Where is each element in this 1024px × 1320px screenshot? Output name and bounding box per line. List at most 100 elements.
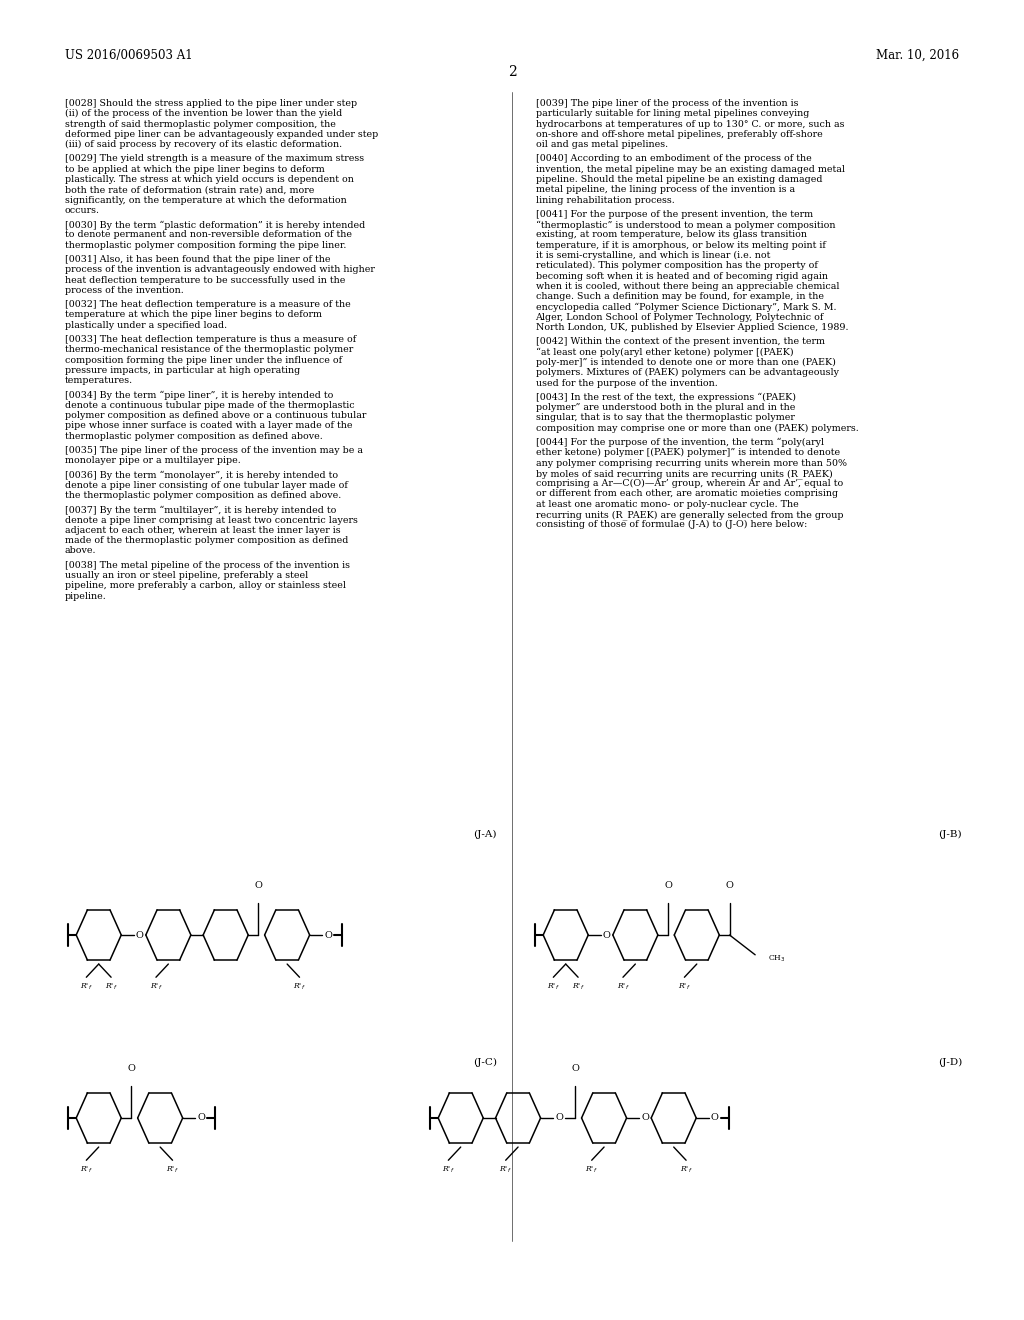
Text: [0028] Should the stress applied to the pipe liner under step: [0028] Should the stress applied to the …	[65, 99, 356, 108]
Text: O: O	[603, 931, 610, 940]
Text: Mar. 10, 2016: Mar. 10, 2016	[877, 49, 959, 62]
Text: [0030] By the term “plastic deformation” it is hereby intended: [0030] By the term “plastic deformation”…	[65, 220, 365, 230]
Text: temperature, if it is amorphous, or below its melting point if: temperature, if it is amorphous, or belo…	[536, 240, 825, 249]
Text: adjacent to each other, wherein at least the inner layer is: adjacent to each other, wherein at least…	[65, 525, 340, 535]
Text: when it is cooled, without there being an appreciable chemical: when it is cooled, without there being a…	[536, 282, 839, 290]
Text: thermoplastic polymer composition as defined above.: thermoplastic polymer composition as def…	[65, 432, 323, 441]
Text: R'$_f$: R'$_f$	[80, 1164, 92, 1175]
Text: O: O	[665, 882, 672, 891]
Text: O: O	[325, 931, 332, 940]
Text: strength of said thermoplastic polymer composition, the: strength of said thermoplastic polymer c…	[65, 120, 336, 128]
Text: the thermoplastic polymer composition as defined above.: the thermoplastic polymer composition as…	[65, 491, 341, 500]
Text: heat deflection temperature to be successfully used in the: heat deflection temperature to be succes…	[65, 276, 345, 285]
Text: existing, at room temperature, below its glass transition: existing, at room temperature, below its…	[536, 231, 807, 239]
Text: [0031] Also, it has been found that the pipe liner of the: [0031] Also, it has been found that the …	[65, 255, 330, 264]
Text: significantly, on the temperature at which the deformation: significantly, on the temperature at whi…	[65, 195, 346, 205]
Text: plastically. The stress at which yield occurs is dependent on: plastically. The stress at which yield o…	[65, 176, 353, 183]
Text: R'$_f$: R'$_f$	[616, 981, 630, 991]
Text: oil and gas metal pipelines.: oil and gas metal pipelines.	[536, 140, 668, 149]
Text: R'$_f$: R'$_f$	[104, 981, 118, 991]
Text: [0036] By the term “monolayer”, it is hereby intended to: [0036] By the term “monolayer”, it is he…	[65, 470, 338, 479]
Text: lining rehabilitation process.: lining rehabilitation process.	[536, 195, 674, 205]
Text: thermoplastic polymer composition forming the pipe liner.: thermoplastic polymer composition formin…	[65, 240, 346, 249]
Text: R'$_f$: R'$_f$	[680, 1164, 692, 1175]
Text: polymer” are understood both in the plural and in the: polymer” are understood both in the plur…	[536, 403, 795, 412]
Text: any polymer comprising recurring units wherein more than 50%: any polymer comprising recurring units w…	[536, 458, 847, 467]
Text: [0039] The pipe liner of the process of the invention is: [0039] The pipe liner of the process of …	[536, 99, 798, 108]
Text: [0035] The pipe liner of the process of the invention may be a: [0035] The pipe liner of the process of …	[65, 446, 362, 455]
Text: recurring units (R_PAEK) are generally selected from the group: recurring units (R_PAEK) are generally s…	[536, 510, 843, 520]
Text: (J-A): (J-A)	[473, 830, 497, 838]
Text: by moles of said recurring units are recurring units (R_PAEK): by moles of said recurring units are rec…	[536, 469, 833, 479]
Text: pipeline. Should the metal pipeline be an existing damaged: pipeline. Should the metal pipeline be a…	[536, 176, 822, 183]
Text: R'$_f$: R'$_f$	[586, 1164, 598, 1175]
Text: occurs.: occurs.	[65, 206, 99, 215]
Text: CH$_3$: CH$_3$	[768, 953, 786, 964]
Text: O: O	[641, 1114, 649, 1122]
Text: [0032] The heat deflection temperature is a measure of the: [0032] The heat deflection temperature i…	[65, 300, 350, 309]
Text: pipeline.: pipeline.	[65, 591, 106, 601]
Text: pressure impacts, in particular at high operating: pressure impacts, in particular at high …	[65, 366, 300, 375]
Text: polymers. Mixtures of (PAEK) polymers can be advantageously: polymers. Mixtures of (PAEK) polymers ca…	[536, 368, 839, 378]
Text: R'$_f$: R'$_f$	[80, 981, 92, 991]
Text: poly-mer]” is intended to denote one or more than one (PAEK): poly-mer]” is intended to denote one or …	[536, 358, 836, 367]
Text: plastically under a specified load.: plastically under a specified load.	[65, 321, 226, 330]
Text: R'$_f$: R'$_f$	[678, 981, 691, 991]
Text: [0040] According to an embodiment of the process of the: [0040] According to an embodiment of the…	[536, 154, 811, 164]
Text: R'$_f$: R'$_f$	[500, 1164, 512, 1175]
Text: R'$_f$: R'$_f$	[547, 981, 560, 991]
Text: process of the invention is advantageously endowed with higher: process of the invention is advantageous…	[65, 265, 375, 275]
Text: particularly suitable for lining metal pipelines conveying: particularly suitable for lining metal p…	[536, 110, 809, 119]
Text: encyclopedia called “Polymer Science Dictionary”, Mark S. M.: encyclopedia called “Polymer Science Dic…	[536, 302, 836, 312]
Text: invention, the metal pipeline may be an existing damaged metal: invention, the metal pipeline may be an …	[536, 165, 845, 174]
Text: [0042] Within the context of the present invention, the term: [0042] Within the context of the present…	[536, 338, 824, 346]
Text: deformed pipe liner can be advantageously expanded under step: deformed pipe liner can be advantageousl…	[65, 129, 378, 139]
Text: made of the thermoplastic polymer composition as defined: made of the thermoplastic polymer compos…	[65, 536, 348, 545]
Text: denote a pipe liner comprising at least two concentric layers: denote a pipe liner comprising at least …	[65, 516, 357, 524]
Text: O: O	[711, 1114, 719, 1122]
Text: R'$_f$: R'$_f$	[293, 981, 306, 991]
Text: [0043] In the rest of the text, the expressions “(PAEK): [0043] In the rest of the text, the expr…	[536, 393, 796, 403]
Text: [0034] By the term “pipe liner”, it is hereby intended to: [0034] By the term “pipe liner”, it is h…	[65, 391, 333, 400]
Text: (J-B): (J-B)	[938, 830, 962, 838]
Text: [0033] The heat deflection temperature is thus a measure of: [0033] The heat deflection temperature i…	[65, 335, 355, 345]
Text: singular, that is to say that the thermoplastic polymer: singular, that is to say that the thermo…	[536, 413, 795, 422]
Text: composition forming the pipe liner under the influence of: composition forming the pipe liner under…	[65, 355, 342, 364]
Text: Alger, London School of Polymer Technology, Polytechnic of: Alger, London School of Polymer Technolo…	[536, 313, 824, 322]
Text: pipeline, more preferably a carbon, alloy or stainless steel: pipeline, more preferably a carbon, allo…	[65, 581, 345, 590]
Text: 2: 2	[508, 65, 516, 79]
Text: process of the invention.: process of the invention.	[65, 286, 183, 294]
Text: change. Such a definition may be found, for example, in the: change. Such a definition may be found, …	[536, 292, 823, 301]
Text: temperatures.: temperatures.	[65, 376, 133, 385]
Text: temperature at which the pipe liner begins to deform: temperature at which the pipe liner begi…	[65, 310, 322, 319]
Text: composition may comprise one or more than one (PAEK) polymers.: composition may comprise one or more tha…	[536, 424, 858, 433]
Text: [0041] For the purpose of the present invention, the term: [0041] For the purpose of the present in…	[536, 210, 813, 219]
Text: R'$_f$: R'$_f$	[571, 981, 585, 991]
Text: R'$_f$: R'$_f$	[166, 1164, 179, 1175]
Text: O: O	[726, 882, 733, 891]
Text: or different from each other, are aromatic moieties comprising: or different from each other, are aromat…	[536, 490, 838, 499]
Text: O: O	[255, 882, 262, 891]
Text: R'$_f$: R'$_f$	[150, 981, 162, 991]
Text: polymer composition as defined above or a continuous tubular: polymer composition as defined above or …	[65, 411, 366, 420]
Text: “at least one poly(aryl ether ketone) polymer [(PAEK): “at least one poly(aryl ether ketone) po…	[536, 347, 794, 356]
Text: on-shore and off-shore metal pipelines, preferably off-shore: on-shore and off-shore metal pipelines, …	[536, 129, 822, 139]
Text: “thermoplastic” is understood to mean a polymer composition: “thermoplastic” is understood to mean a …	[536, 220, 835, 230]
Text: pipe whose inner surface is coated with a layer made of the: pipe whose inner surface is coated with …	[65, 421, 352, 430]
Text: [0038] The metal pipeline of the process of the invention is: [0038] The metal pipeline of the process…	[65, 561, 349, 570]
Text: consisting of those of formulae (J-A) to (J-O) here below:: consisting of those of formulae (J-A) to…	[536, 520, 807, 529]
Text: it is semi-crystalline, and which is linear (i.e. not: it is semi-crystalline, and which is lin…	[536, 251, 770, 260]
Text: [0029] The yield strength is a measure of the maximum stress: [0029] The yield strength is a measure o…	[65, 154, 364, 164]
Text: O: O	[198, 1114, 205, 1122]
Text: ether ketone) polymer [(PAEK) polymer]” is intended to denote: ether ketone) polymer [(PAEK) polymer]” …	[536, 449, 840, 458]
Text: at least one aromatic mono- or poly-nuclear cycle. The: at least one aromatic mono- or poly-nucl…	[536, 500, 799, 508]
Text: above.: above.	[65, 546, 96, 556]
Text: (ii) of the process of the invention be lower than the yield: (ii) of the process of the invention be …	[65, 110, 342, 119]
Text: hydrocarbons at temperatures of up to 130° C. or more, such as: hydrocarbons at temperatures of up to 13…	[536, 120, 844, 128]
Text: becoming soft when it is heated and of becoming rigid again: becoming soft when it is heated and of b…	[536, 272, 827, 281]
Text: to denote permanent and non-reversible deformation of the: to denote permanent and non-reversible d…	[65, 231, 351, 239]
Text: denote a pipe liner consisting of one tubular layer made of: denote a pipe liner consisting of one tu…	[65, 480, 347, 490]
Text: comprising a Ar—C(O)—Ar’ group, wherein Ar and Ar’, equal to: comprising a Ar—C(O)—Ar’ group, wherein …	[536, 479, 843, 488]
Text: reticulated). This polymer composition has the property of: reticulated). This polymer composition h…	[536, 261, 817, 271]
Text: denote a continuous tubular pipe made of the thermoplastic: denote a continuous tubular pipe made of…	[65, 401, 354, 409]
